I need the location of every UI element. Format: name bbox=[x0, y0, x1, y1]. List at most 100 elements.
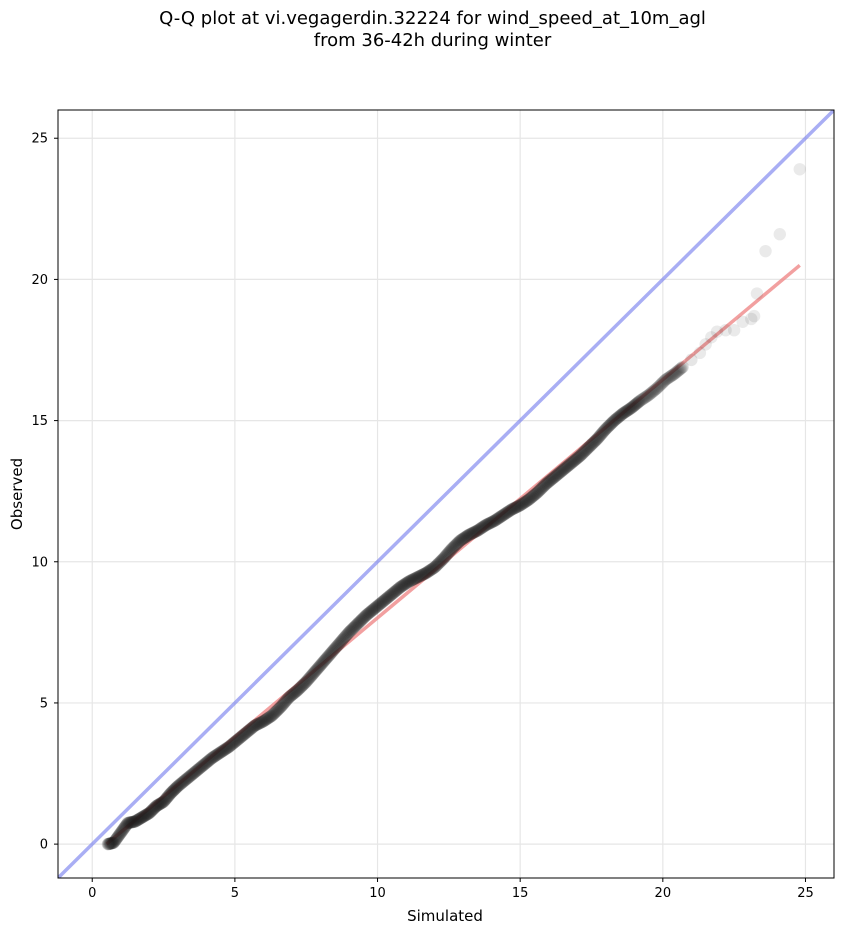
qq-point bbox=[211, 747, 225, 761]
qq-point bbox=[375, 596, 388, 609]
qq-point bbox=[658, 374, 672, 387]
qq-point bbox=[163, 787, 177, 801]
qq-point bbox=[705, 331, 718, 344]
qq-point bbox=[199, 756, 213, 770]
qq-point bbox=[446, 542, 459, 555]
qq-point bbox=[224, 739, 238, 752]
qq-point bbox=[641, 389, 654, 402]
qq-point bbox=[191, 763, 204, 777]
qq-point bbox=[565, 456, 578, 470]
qq-point bbox=[414, 569, 428, 582]
qq-point bbox=[537, 479, 551, 493]
qq-point bbox=[295, 679, 309, 693]
y-tick-label: 5 bbox=[40, 696, 48, 711]
qq-point bbox=[298, 677, 311, 690]
qq-point bbox=[478, 519, 491, 533]
qq-point bbox=[408, 572, 422, 585]
qq-point bbox=[483, 517, 496, 530]
qq-point bbox=[612, 410, 625, 424]
qq-point bbox=[434, 555, 447, 568]
qq-point bbox=[519, 495, 532, 509]
qq-point bbox=[528, 488, 541, 501]
qq-point bbox=[650, 381, 664, 395]
qq-point bbox=[624, 402, 637, 415]
qq-point bbox=[187, 766, 201, 780]
qq-point bbox=[540, 477, 553, 490]
qq-point bbox=[518, 496, 531, 509]
qq-point bbox=[570, 452, 583, 465]
qq-point bbox=[560, 460, 573, 474]
qq-point bbox=[626, 400, 639, 414]
qq-point bbox=[171, 780, 185, 793]
qq-point bbox=[160, 792, 173, 805]
qq-point bbox=[309, 664, 322, 678]
qq-point bbox=[247, 720, 261, 733]
qq-point bbox=[427, 561, 440, 575]
qq-point bbox=[253, 716, 267, 730]
qq-point bbox=[284, 689, 297, 703]
qq-point bbox=[579, 443, 593, 457]
qq-point bbox=[638, 391, 652, 404]
qq-point bbox=[181, 771, 195, 784]
qq-point bbox=[120, 818, 133, 832]
qq-point bbox=[464, 527, 477, 541]
qq-point bbox=[365, 604, 378, 618]
qq-point bbox=[358, 610, 371, 624]
y-axis-label: Observed bbox=[8, 458, 26, 530]
qq-point bbox=[183, 770, 197, 783]
qq-point bbox=[264, 710, 277, 723]
qq-point bbox=[316, 656, 329, 670]
qq-point bbox=[337, 632, 351, 645]
qq-point bbox=[252, 717, 266, 730]
qq-point bbox=[131, 813, 145, 827]
qq-point bbox=[521, 494, 535, 507]
qq-point bbox=[347, 621, 360, 635]
qq-point bbox=[162, 789, 175, 803]
qq-point bbox=[710, 325, 724, 338]
qq-point bbox=[305, 668, 319, 682]
qq-point bbox=[467, 526, 481, 539]
qq-point bbox=[357, 611, 370, 625]
qq-point bbox=[656, 376, 669, 390]
qq-point bbox=[410, 571, 423, 584]
qq-point bbox=[442, 546, 455, 560]
qq-point bbox=[407, 572, 421, 586]
qq-point bbox=[323, 647, 337, 661]
qq-point bbox=[505, 503, 518, 516]
qq-point bbox=[213, 746, 226, 760]
qq-point bbox=[429, 560, 442, 573]
qq-point bbox=[433, 556, 446, 569]
qq-point bbox=[334, 636, 347, 649]
qq-point bbox=[294, 680, 308, 694]
qq-point bbox=[188, 765, 202, 779]
qq-point bbox=[669, 366, 683, 379]
qq-point bbox=[113, 827, 127, 841]
qq-point bbox=[644, 387, 657, 400]
qq-point bbox=[676, 360, 689, 374]
qq-point bbox=[430, 559, 443, 572]
qq-point bbox=[736, 315, 749, 328]
qq-point bbox=[369, 601, 382, 614]
qq-point bbox=[626, 400, 640, 413]
qq-point bbox=[552, 467, 565, 480]
qq-point bbox=[583, 440, 596, 453]
qq-point bbox=[514, 498, 528, 511]
qq-point bbox=[314, 658, 327, 672]
qq-point bbox=[293, 682, 306, 695]
qq-point bbox=[491, 512, 505, 525]
qq-point bbox=[329, 640, 343, 654]
qq-point bbox=[631, 396, 644, 410]
qq-point bbox=[325, 645, 339, 659]
qq-point bbox=[199, 757, 212, 770]
qq-point bbox=[523, 492, 536, 506]
qq-point bbox=[306, 667, 320, 681]
qq-point bbox=[158, 793, 172, 807]
qq-point bbox=[543, 474, 557, 487]
qq-point bbox=[531, 486, 544, 499]
qq-point bbox=[647, 384, 660, 398]
qq-point bbox=[380, 592, 393, 605]
qq-point bbox=[360, 608, 374, 621]
qq-point bbox=[156, 795, 170, 809]
qq-point bbox=[128, 815, 142, 828]
qq-point bbox=[248, 719, 262, 732]
